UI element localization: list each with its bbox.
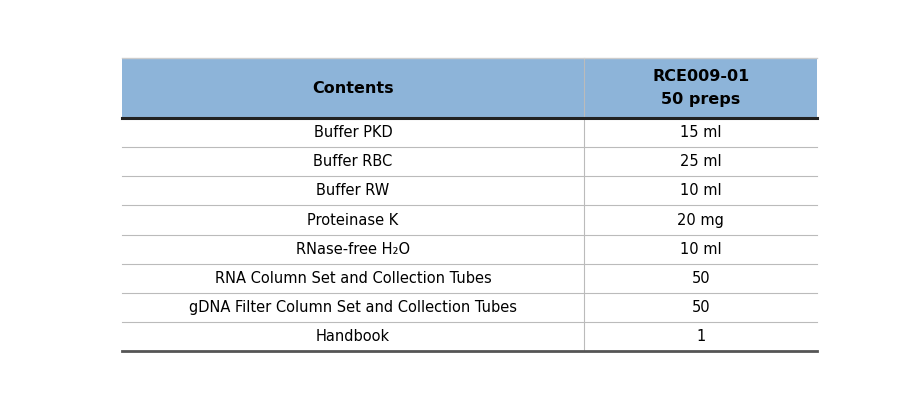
Text: 20 mg: 20 mg <box>677 213 725 228</box>
Text: 1: 1 <box>696 329 705 344</box>
Text: 15 ml: 15 ml <box>680 125 722 140</box>
Bar <box>122 293 817 322</box>
Text: 10 ml: 10 ml <box>680 242 722 257</box>
Bar <box>122 264 817 293</box>
Text: Buffer PKD: Buffer PKD <box>313 125 392 140</box>
Text: 50: 50 <box>692 300 710 315</box>
Text: Handbook: Handbook <box>316 329 390 344</box>
Bar <box>122 176 817 205</box>
Text: RCE009-01
50 preps: RCE009-01 50 preps <box>652 69 749 107</box>
Text: RNA Column Set and Collection Tubes: RNA Column Set and Collection Tubes <box>214 271 491 286</box>
Text: 10 ml: 10 ml <box>680 183 722 198</box>
Text: Buffer RBC: Buffer RBC <box>313 154 393 169</box>
Bar <box>122 147 817 176</box>
Text: 25 ml: 25 ml <box>680 154 722 169</box>
Text: RNase-free H₂O: RNase-free H₂O <box>296 242 410 257</box>
Bar <box>122 234 817 264</box>
Bar <box>122 205 817 234</box>
Bar <box>122 58 817 118</box>
Text: 50: 50 <box>692 271 710 286</box>
Text: Proteinase K: Proteinase K <box>307 213 398 228</box>
Text: gDNA Filter Column Set and Collection Tubes: gDNA Filter Column Set and Collection Tu… <box>189 300 517 315</box>
Text: Buffer RW: Buffer RW <box>316 183 389 198</box>
Bar <box>122 118 817 147</box>
Bar <box>122 322 817 351</box>
Text: Contents: Contents <box>312 81 394 96</box>
